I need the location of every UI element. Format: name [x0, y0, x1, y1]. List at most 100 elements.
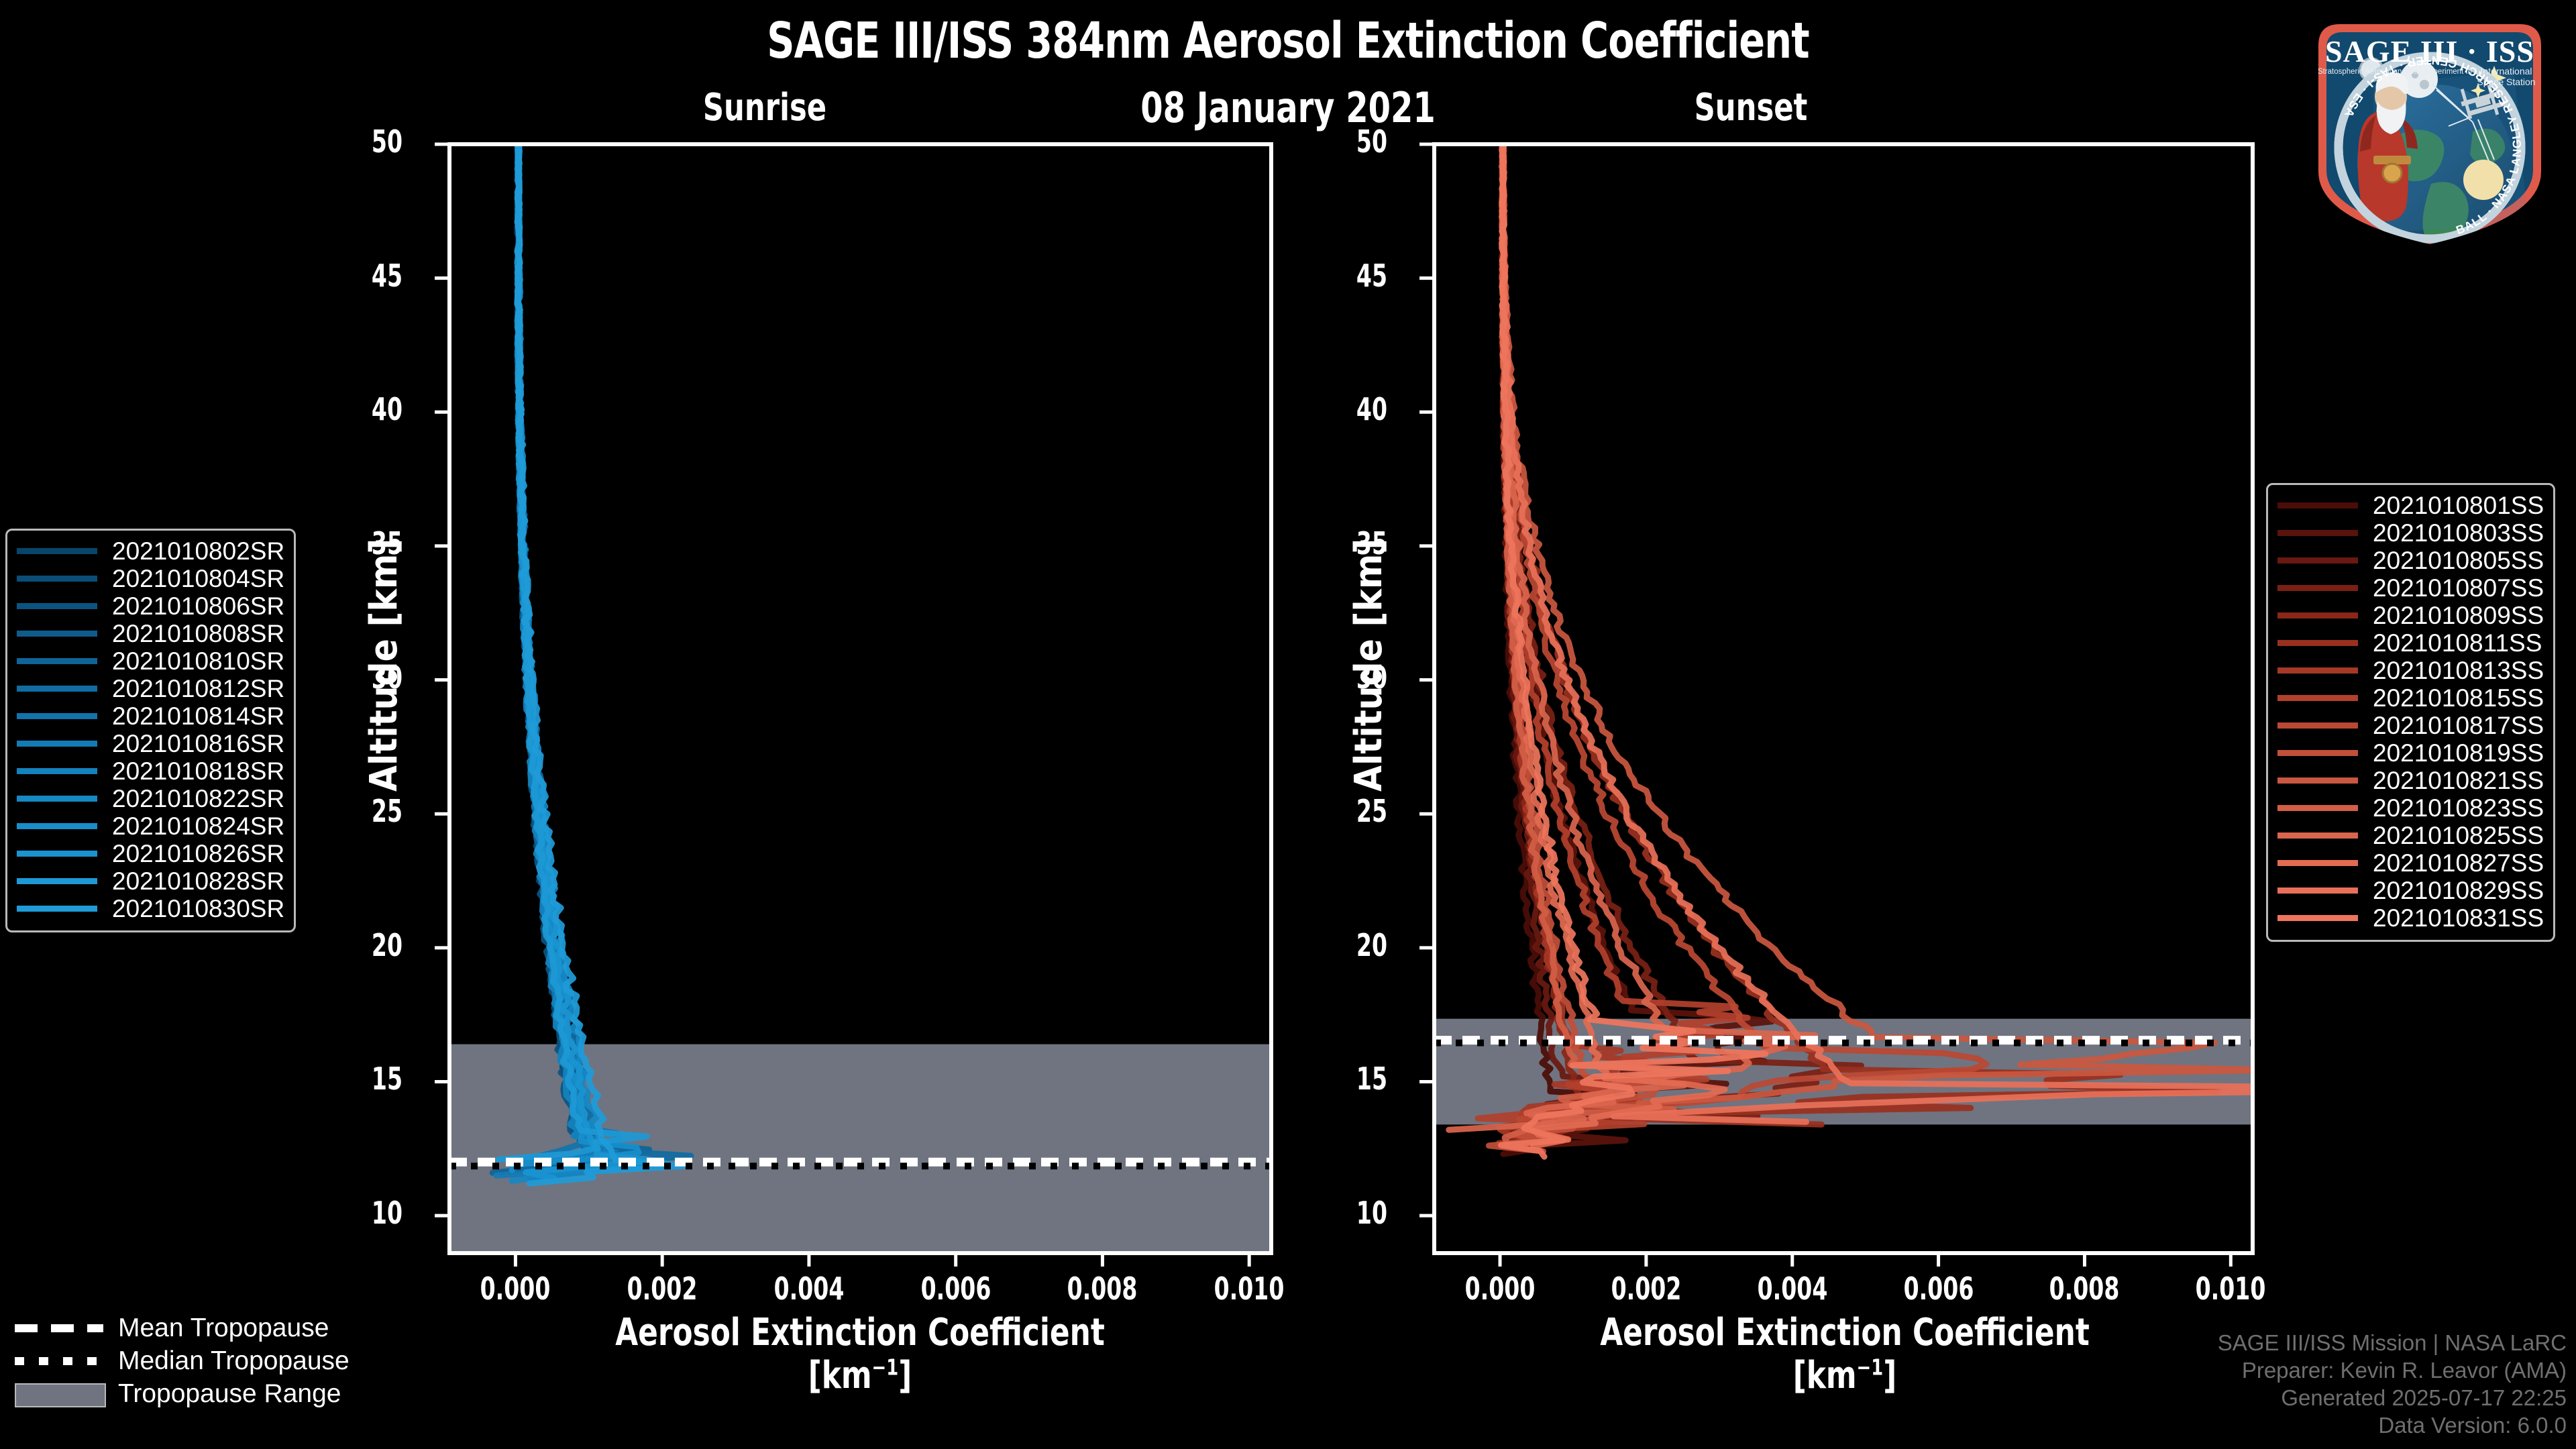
legend-item-label: 2021010810SR: [112, 647, 285, 675]
y-tick-label: 35: [1356, 525, 1387, 561]
sunrise-legend-item[interactable]: 2021010816SR: [17, 730, 284, 757]
x-tick-label: 0.008: [2049, 1271, 2120, 1307]
y-tick-label: 30: [1356, 659, 1387, 696]
sunrise-legend-item[interactable]: 2021010804SR: [17, 565, 284, 592]
sunrise-legend-item[interactable]: 2021010802SR: [17, 537, 284, 565]
legend-color-swatch: [2277, 833, 2358, 839]
sunset-legend-item[interactable]: 2021010805SS: [2277, 547, 2544, 574]
logo-svg: SAGE III · ISS Stratospheric Aerosol and…: [2318, 24, 2541, 244]
legend-item-label: 2021010811SS: [2373, 629, 2542, 657]
dotted-line-icon: [15, 1352, 103, 1370]
sunrise-legend-item[interactable]: 2021010818SR: [17, 757, 284, 785]
legend-color-swatch: [2277, 915, 2358, 921]
legend-color-swatch: [2277, 777, 2358, 784]
credits-line-preparer: Preparer: Kevin R. Leavor (AMA): [2241, 1358, 2567, 1383]
sunset-series-legend[interactable]: 2021010801SS 2021010803SS 2021010805SS 2021…: [2266, 483, 2556, 942]
sunrise-legend-item[interactable]: 2021010808SR: [17, 620, 284, 647]
legend-color-swatch: [17, 576, 97, 582]
left-panel-title: Sunrise: [702, 86, 827, 129]
sunrise-legend-item[interactable]: 2021010830SR: [17, 895, 284, 922]
y-tick-label: 50: [371, 123, 402, 160]
legend-color-swatch: [2277, 585, 2358, 591]
sunrise-plot-frame: [447, 142, 1273, 1255]
legend-color-swatch: [17, 658, 97, 664]
sunset-legend-item[interactable]: 2021010819SS: [2277, 739, 2544, 767]
sunset-legend-item[interactable]: 2021010813SS: [2277, 657, 2544, 684]
sunrise-legend-item[interactable]: 2021010824SR: [17, 812, 284, 840]
legend-item-label: 2021010830SR: [112, 894, 285, 922]
left-x-axis-label: Aerosol Extinction Coefficient [km−1]: [510, 1311, 1210, 1397]
sunset-legend-item[interactable]: 2021010825SS: [2277, 822, 2544, 849]
legend-item-label: 2021010802SR: [112, 537, 285, 565]
sunset-legend-item[interactable]: 2021010829SS: [2277, 877, 2544, 904]
logo-subtitle-left: Stratospheric Aerosol and Gas Experiment…: [2318, 68, 2472, 76]
sunset-legend-item[interactable]: 2021010803SS: [2277, 519, 2544, 547]
sunrise-legend-item[interactable]: 2021010822SR: [17, 785, 284, 812]
sunset-legend-item[interactable]: 2021010821SS: [2277, 767, 2544, 794]
sunset-legend-item[interactable]: 2021010823SS: [2277, 794, 2544, 822]
sunset-legend-item[interactable]: 2021010827SS: [2277, 849, 2544, 877]
x-tick-label: 0.010: [1214, 1271, 1285, 1307]
legend-color-swatch: [17, 796, 97, 802]
series-line: [514, 144, 692, 1187]
legend-item-label: 2021010812SR: [112, 674, 285, 702]
sunset-legend-item[interactable]: 2021010801SS: [2277, 492, 2544, 519]
sunset-legend-item[interactable]: 2021010809SS: [2277, 602, 2544, 629]
legend-item-label: 2021010804SR: [112, 564, 285, 592]
credits-block: SAGE III/ISS Mission | NASA LaRC Prepare…: [2218, 1330, 2567, 1440]
legend-color-swatch: [17, 548, 97, 554]
sunrise-legend-item[interactable]: 2021010810SR: [17, 647, 284, 675]
x-tick-label: 0.008: [1067, 1271, 1138, 1307]
legend-item-label: 2021010807SS: [2373, 574, 2544, 602]
y-tick-label: 25: [371, 793, 402, 830]
page-title: SAGE III/ISS 384nm Aerosol Extinction Co…: [767, 12, 1809, 70]
sunset-legend-item[interactable]: 2021010817SS: [2277, 712, 2544, 739]
legend-item-label: 2021010818SR: [112, 757, 285, 785]
sunrise-legend-item[interactable]: 2021010828SR: [17, 867, 284, 895]
legend-item-label: 2021010803SS: [2373, 519, 2544, 547]
sunset-legend-item[interactable]: 2021010807SS: [2277, 574, 2544, 602]
legend-item-label: 2021010815SS: [2373, 684, 2544, 712]
legend-item-label: 2021010823SS: [2373, 794, 2544, 822]
left-x-axis-label-line2: [km−1]: [808, 1353, 912, 1397]
y-tick-label: 40: [371, 391, 402, 428]
y-tick-label: 10: [371, 1195, 402, 1232]
legend-item-label: 2021010822SR: [112, 784, 285, 812]
sunrise-legend-item[interactable]: 2021010826SR: [17, 840, 284, 867]
legend-item-median-tropopause: Median Tropopause: [15, 1344, 350, 1377]
legend-item-label: 2021010831SS: [2373, 904, 2544, 932]
sunset-legend-item[interactable]: 2021010815SS: [2277, 684, 2544, 712]
series-line: [1498, 144, 1769, 1160]
tropopause-range-label: Tropopause Range: [118, 1379, 341, 1408]
sunrise-legend-item[interactable]: 2021010814SR: [17, 702, 284, 730]
legend-color-swatch: [2277, 557, 2358, 564]
x-tick-label: 0.010: [2195, 1271, 2266, 1307]
legend-item-label: 2021010817SS: [2373, 711, 2544, 739]
sunset-legend-item[interactable]: 2021010811SS: [2277, 629, 2544, 657]
sunrise-legend-item[interactable]: 2021010812SR: [17, 675, 284, 702]
legend-color-swatch: [2277, 640, 2358, 646]
sunrise-series-legend[interactable]: 2021010802SR 2021010804SR 2021010806SR 2021…: [5, 529, 297, 932]
legend-item-label: 2021010826SR: [112, 839, 285, 867]
sunset-legend-item[interactable]: 2021010831SS: [2277, 904, 2544, 932]
sunrise-legend-item[interactable]: 2021010806SR: [17, 592, 284, 620]
legend-color-swatch: [17, 906, 97, 912]
right-x-axis-label-line2: [km−1]: [1792, 1353, 1897, 1397]
legend-color-swatch: [17, 823, 97, 829]
legend-item-label: 2021010829SS: [2373, 876, 2544, 904]
y-tick-label: 30: [371, 659, 402, 696]
legend-item-mean-tropopause: Mean Tropopause: [15, 1311, 350, 1344]
legend-color-swatch: [2277, 860, 2358, 866]
legend-item-label: 2021010808SR: [112, 619, 285, 647]
series-line: [1499, 144, 1728, 1149]
mean-tropopause-label: Mean Tropopause: [118, 1313, 329, 1342]
y-tick-label: 45: [1356, 257, 1387, 294]
legend-color-swatch: [2277, 530, 2358, 536]
median-tropopause-label: Median Tropopause: [118, 1346, 350, 1375]
legend-color-swatch: [17, 603, 97, 609]
